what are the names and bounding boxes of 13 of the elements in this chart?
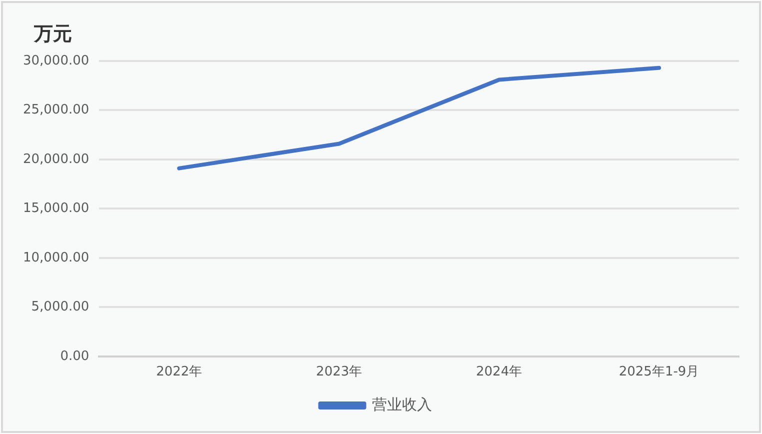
y-tick-label: 25,000.00: [22, 102, 90, 118]
y-tick-label: 15,000.00: [22, 201, 90, 216]
y-tick-label: 5,000.00: [31, 300, 90, 315]
y-axis-title: 万元: [34, 23, 72, 47]
legend-label: 营业收入: [372, 395, 432, 414]
x-tick-label: 2023年: [316, 364, 362, 380]
x-tick-label: 2025年1-9月: [618, 364, 700, 380]
x-tick-label: 2022年: [156, 364, 202, 380]
y-tick-label: 30,000.00: [22, 53, 90, 68]
y-tick-label: 20,000.00: [22, 152, 90, 167]
y-tick-label: 0.00: [60, 348, 90, 364]
x-tick-label: 2024年: [476, 364, 522, 380]
y-tick-label: 10,000.00: [22, 250, 90, 266]
